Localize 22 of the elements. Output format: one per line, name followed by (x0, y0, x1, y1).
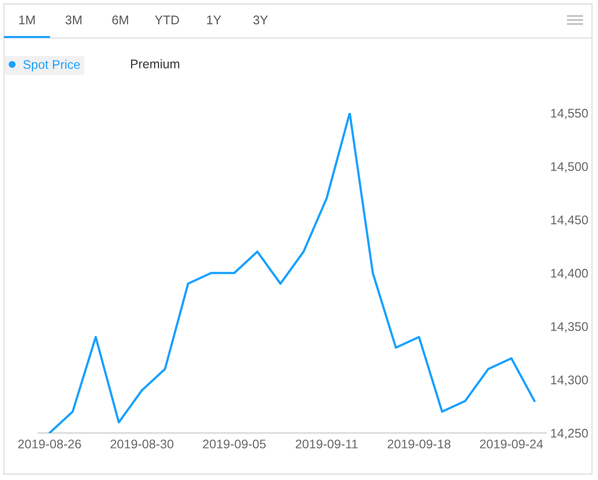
x-tick-label: 2019-09-18 (388, 440, 450, 448)
x-tick-label: 2019-09-05 (202, 440, 266, 448)
text: 1Y (207, 16, 222, 24)
text: 3Y (253, 16, 268, 24)
text: 1M (19, 16, 35, 24)
y-tick-label: 14,550 (551, 108, 588, 120)
text: YTD (154, 16, 180, 24)
x-tick-label: 2019-09-24 (480, 440, 543, 448)
y-tick-label: 14,450 (551, 215, 588, 226)
y-tick-label: 14,300 (551, 375, 588, 386)
y-tick-label: 14,250 (551, 428, 588, 440)
text: 3M (65, 16, 82, 24)
y-tick-label: 14,500 (551, 162, 588, 172)
text: 6M (112, 16, 128, 24)
x-tick-label: 2019-08-26 (18, 440, 81, 448)
text: Premium (131, 59, 180, 68)
x-tick-label: 2019-09-11 (296, 440, 358, 448)
y-tick-label: 14,400 (551, 268, 588, 280)
x-tick-label: 2019-08-30 (110, 440, 174, 448)
line-series (48, 113, 536, 433)
y-tick-label: 14,350 (551, 322, 588, 332)
legend-label: Spot Price (23, 60, 80, 72)
